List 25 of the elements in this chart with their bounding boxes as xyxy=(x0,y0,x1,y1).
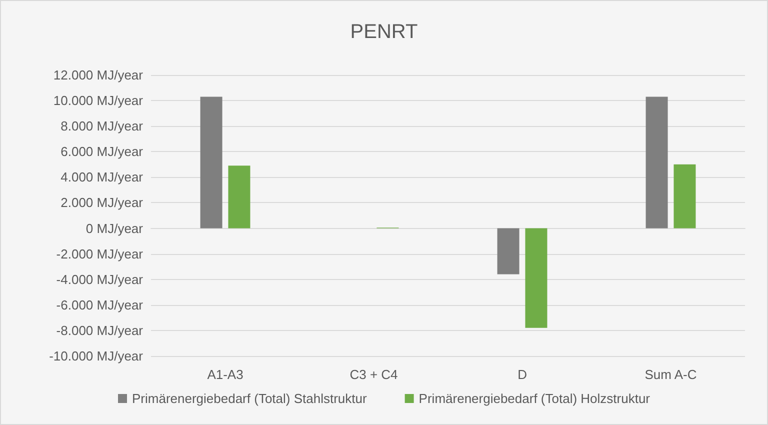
legend-label: Primärenergiebedarf (Total) Holzstruktur xyxy=(418,391,651,406)
bar xyxy=(497,228,520,274)
x-tick-label: D xyxy=(518,367,527,382)
y-tick-label: -10.000 MJ/year xyxy=(49,348,144,364)
y-tick-label: -4.000 MJ/year xyxy=(56,272,144,287)
y-tick-label: -8.000 MJ/year xyxy=(56,322,144,338)
bar xyxy=(674,164,696,228)
y-tick-label: -6.000 MJ/year xyxy=(56,297,144,312)
x-tick-label: C3 + C4 xyxy=(350,367,398,382)
x-tick-label: A1-A3 xyxy=(207,367,244,382)
bar xyxy=(200,96,222,228)
chart-title: PENRT xyxy=(350,21,418,43)
y-tick-label: 4.000 MJ/year xyxy=(60,170,144,185)
bar xyxy=(525,228,548,328)
y-tick-label: -2.000 MJ/year xyxy=(56,246,144,262)
y-tick-label: 12.000 MJ/year xyxy=(53,68,144,82)
legend-label: Primärenergiebedarf (Total) Stahlstruktur xyxy=(132,391,368,406)
y-tick-label: 6.000 MJ/year xyxy=(60,144,144,160)
y-tick-label: 10.000 MJ/year xyxy=(53,93,144,108)
x-tick-label: Sum A-C xyxy=(644,367,697,382)
bar xyxy=(646,96,668,228)
bar xyxy=(228,166,250,228)
y-tick-label: 8.000 MJ/year xyxy=(60,118,144,134)
y-tick-label: 0 MJ/year xyxy=(86,220,144,236)
y-tick-label: 2.000 MJ/year xyxy=(60,195,144,210)
